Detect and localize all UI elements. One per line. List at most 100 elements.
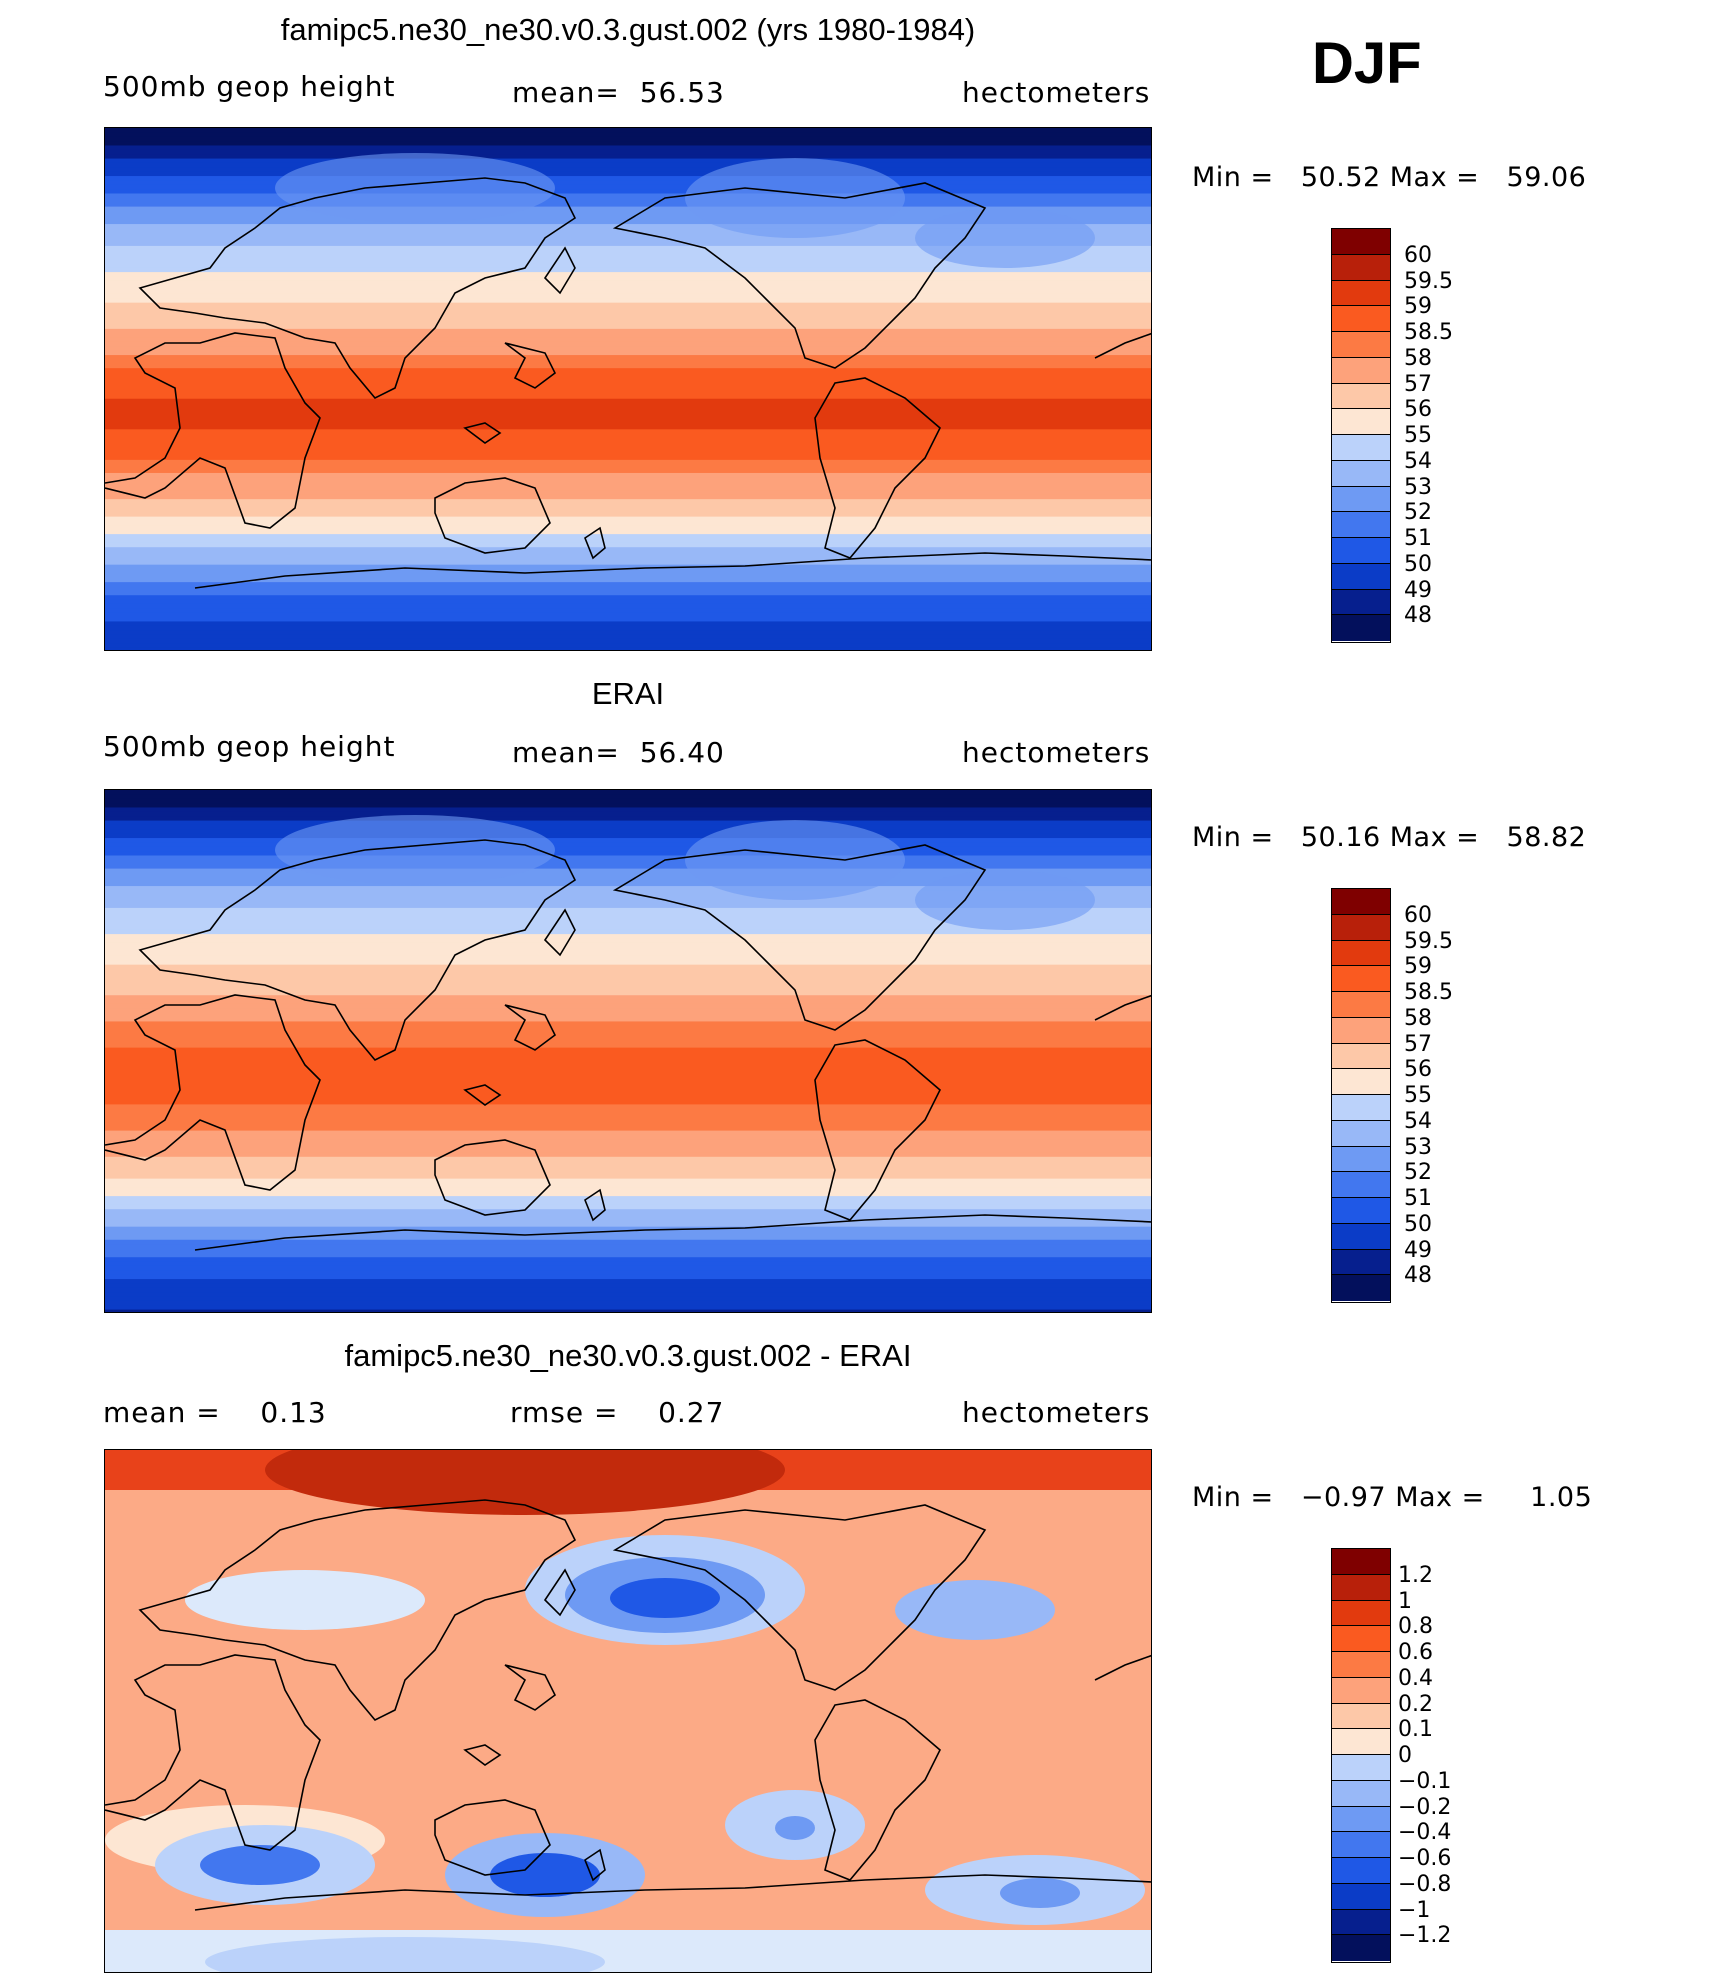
field-band <box>105 254 1151 260</box>
colorbar-tick-label: 58 <box>1404 1005 1432 1031</box>
field-band <box>105 1038 1151 1044</box>
field-band <box>105 951 1151 957</box>
panel3-min-label: Min = <box>1192 1482 1274 1513</box>
colorbar-tick-label: 0.2 <box>1398 1691 1433 1717</box>
field-band <box>105 398 1151 404</box>
field-band <box>105 176 1151 181</box>
field-band <box>105 872 1151 878</box>
field-band <box>105 477 1151 483</box>
field-band <box>105 359 1151 365</box>
colorbar-swatch <box>1332 1069 1390 1095</box>
field-band <box>105 824 1151 830</box>
field-band <box>105 573 1151 579</box>
colorbar-tick-label: 1.2 <box>1398 1562 1433 1588</box>
field-band <box>105 1287 1151 1293</box>
field-band <box>105 1235 1151 1241</box>
colorbar-tick-label: 54 <box>1404 448 1432 474</box>
field-band <box>105 468 1151 474</box>
field-band <box>105 982 1151 988</box>
difference-contour <box>1000 1878 1080 1908</box>
colorbar-swatch <box>1332 1249 1390 1276</box>
colorbar-tick-label: 57 <box>1404 1031 1432 1057</box>
field-band <box>105 807 1151 813</box>
field-band <box>105 1134 1151 1140</box>
field-band <box>105 886 1151 892</box>
field-band <box>105 1213 1151 1219</box>
panel3-rmse-value: 0.27 <box>658 1396 725 1429</box>
colorbar-tick-label: 55 <box>1404 423 1432 448</box>
field-band <box>105 551 1151 557</box>
colorbar-swatch <box>1332 1677 1390 1704</box>
colorbar-tick-label: 60 <box>1404 242 1432 268</box>
field-band <box>105 790 1151 795</box>
field-band <box>105 964 1151 970</box>
colorbar-tick-label: 53 <box>1404 474 1432 500</box>
coastline <box>463 422 502 444</box>
field-band <box>105 219 1151 225</box>
field-band <box>105 481 1151 487</box>
panel1-variable: 500mb geop height <box>103 70 396 103</box>
colorbar-swatch <box>1332 1146 1390 1173</box>
field-band <box>105 1091 1151 1097</box>
panel1-minmax: Min = 50.52 Max = 59.06 <box>1192 162 1586 193</box>
field-band <box>105 1248 1151 1254</box>
panel2-variable: 500mb geop height <box>103 730 396 763</box>
field-band <box>105 289 1151 295</box>
field-band <box>105 459 1151 465</box>
field-band <box>105 1052 1151 1057</box>
field-band <box>105 293 1151 299</box>
field-band <box>105 311 1151 317</box>
field-band <box>105 1231 1151 1236</box>
field-band <box>105 1178 1151 1184</box>
field-band <box>105 245 1151 251</box>
field-band <box>105 376 1151 382</box>
field-band <box>105 136 1151 142</box>
field-band <box>105 855 1151 861</box>
field-band <box>105 1152 1151 1158</box>
coastline <box>814 1699 941 1881</box>
field-band <box>105 368 1151 374</box>
coastline <box>612 844 987 1031</box>
field-band <box>105 1139 1151 1145</box>
field-band <box>105 595 1151 601</box>
field-anomaly <box>915 208 1095 268</box>
panel2-min-label: Min = <box>1192 822 1274 853</box>
field-band <box>105 259 1151 264</box>
field-band <box>105 1174 1151 1180</box>
field-band <box>105 328 1151 334</box>
field-band <box>105 132 1151 138</box>
colorbar-swatch <box>1332 1858 1390 1884</box>
difference-contour <box>895 1580 1055 1640</box>
field-band <box>105 206 1151 212</box>
field-band <box>105 934 1151 940</box>
colorbar-swatch <box>1332 1703 1390 1730</box>
field-band <box>105 499 1151 505</box>
colorbar-tick-label: 50 <box>1404 551 1432 577</box>
colorbar-tick-label: 59 <box>1404 954 1432 980</box>
field-band <box>105 1261 1151 1267</box>
field-band <box>105 942 1151 948</box>
colorbar-swatch <box>1332 1780 1390 1807</box>
coastline <box>434 477 551 554</box>
field-band <box>105 1021 1151 1027</box>
field-band <box>105 416 1151 422</box>
field-band <box>105 250 1151 256</box>
coastline <box>105 994 321 1191</box>
panel2-map <box>104 789 1152 1313</box>
field-band <box>105 894 1151 900</box>
coastline <box>138 1499 577 1721</box>
colorbar-swatch <box>1332 512 1390 538</box>
field-band <box>105 1113 1151 1119</box>
colorbar-swatch <box>1332 538 1390 564</box>
panel1-min-value: 50.52 <box>1300 162 1381 193</box>
field-band <box>105 995 1151 1001</box>
colorbar-tick-label: 56 <box>1404 1057 1432 1083</box>
field-band <box>105 608 1151 614</box>
field-band <box>105 1073 1151 1079</box>
field-band <box>105 1065 1151 1071</box>
panel3-mean: mean = 0.13 <box>103 1396 327 1429</box>
panel1-min-label: Min = <box>1192 162 1274 193</box>
field-band <box>105 1270 1151 1276</box>
field-band <box>105 516 1151 522</box>
colorbar-tick-label: −1 <box>1398 1897 1431 1923</box>
